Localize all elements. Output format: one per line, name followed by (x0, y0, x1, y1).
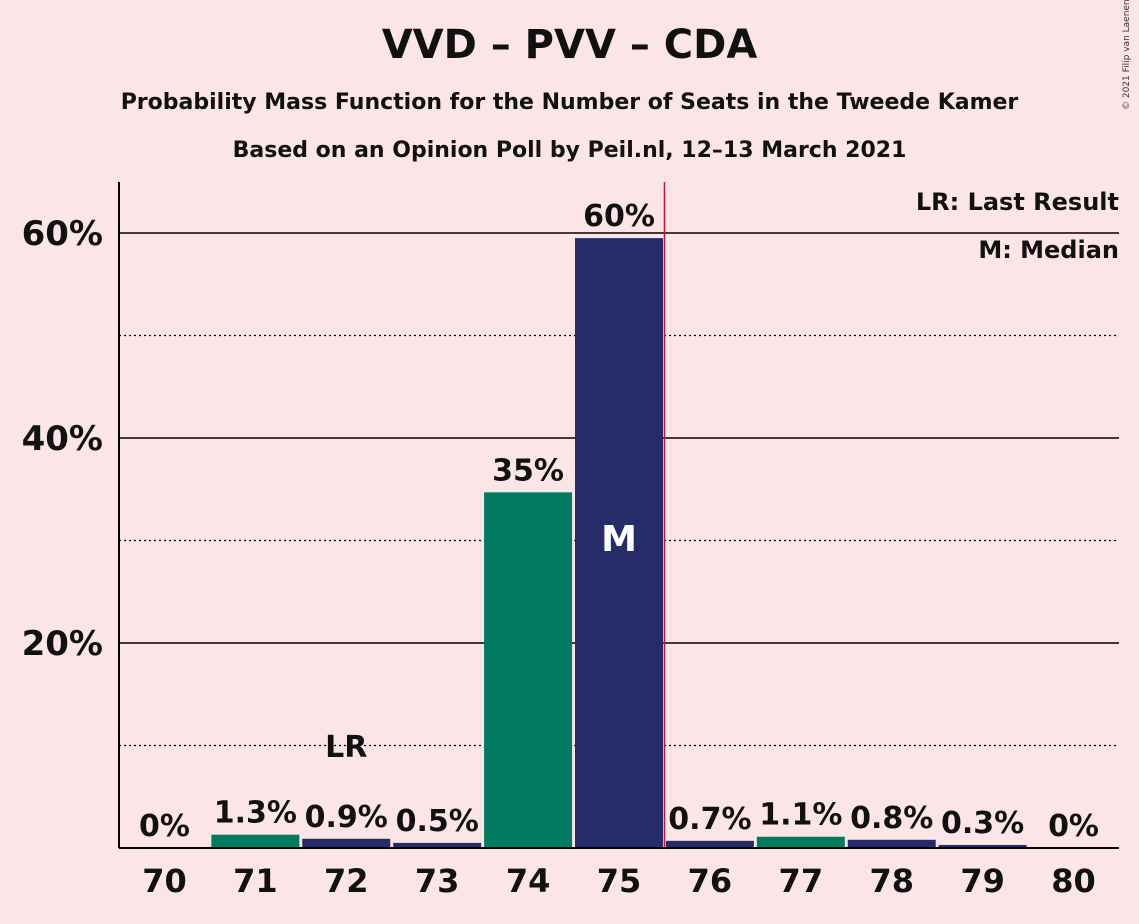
x-tick-label: 75 (597, 862, 642, 900)
y-tick-label: 20% (22, 624, 103, 664)
bar-value-label: 0.9% (305, 800, 388, 835)
bar-value-label: 0% (139, 809, 190, 844)
chart-subtitle: Probability Mass Function for the Number… (120, 90, 1019, 115)
bar-value-label: 60% (583, 199, 655, 234)
bar (938, 844, 1027, 848)
bar-value-label: 0.7% (668, 802, 751, 837)
y-tick-label: 60% (22, 214, 103, 254)
bar (211, 834, 300, 848)
bar-value-label: 0.5% (396, 804, 479, 839)
bar-value-label: 0.8% (850, 801, 933, 836)
x-tick-label: 79 (960, 862, 1005, 900)
bar (484, 492, 573, 848)
chart-source-note: Based on an Opinion Poll by Peil.nl, 12–… (232, 138, 907, 163)
bar-value-label: 0% (1048, 809, 1099, 844)
y-tick-label: 40% (22, 419, 103, 459)
bar (847, 839, 936, 848)
bar (756, 836, 845, 848)
x-tick-label: 70 (142, 862, 187, 900)
legend-last-result: LR: Last Result (916, 188, 1119, 216)
x-tick-label: 74 (506, 862, 551, 900)
last-result-marker: LR (325, 730, 367, 765)
x-tick-label: 77 (779, 862, 824, 900)
x-tick-label: 73 (415, 862, 460, 900)
bar (665, 840, 754, 848)
x-tick-label: 72 (324, 862, 369, 900)
median-marker: M (601, 519, 637, 560)
chart-title: VVD – PVV – CDA (381, 22, 758, 68)
bar (575, 238, 663, 848)
bar (393, 842, 482, 848)
legend-median: M: Median (978, 236, 1119, 264)
x-tick-label: 78 (869, 862, 914, 900)
bar-value-label: 0.3% (941, 806, 1024, 841)
bar-value-label: 1.3% (214, 796, 297, 831)
x-tick-label: 76 (688, 862, 733, 900)
bar (302, 838, 391, 848)
x-tick-label: 71 (233, 862, 278, 900)
bar-value-label: 1.1% (759, 798, 842, 833)
x-tick-label: 80 (1051, 862, 1096, 900)
bar-value-label: 35% (492, 453, 564, 488)
